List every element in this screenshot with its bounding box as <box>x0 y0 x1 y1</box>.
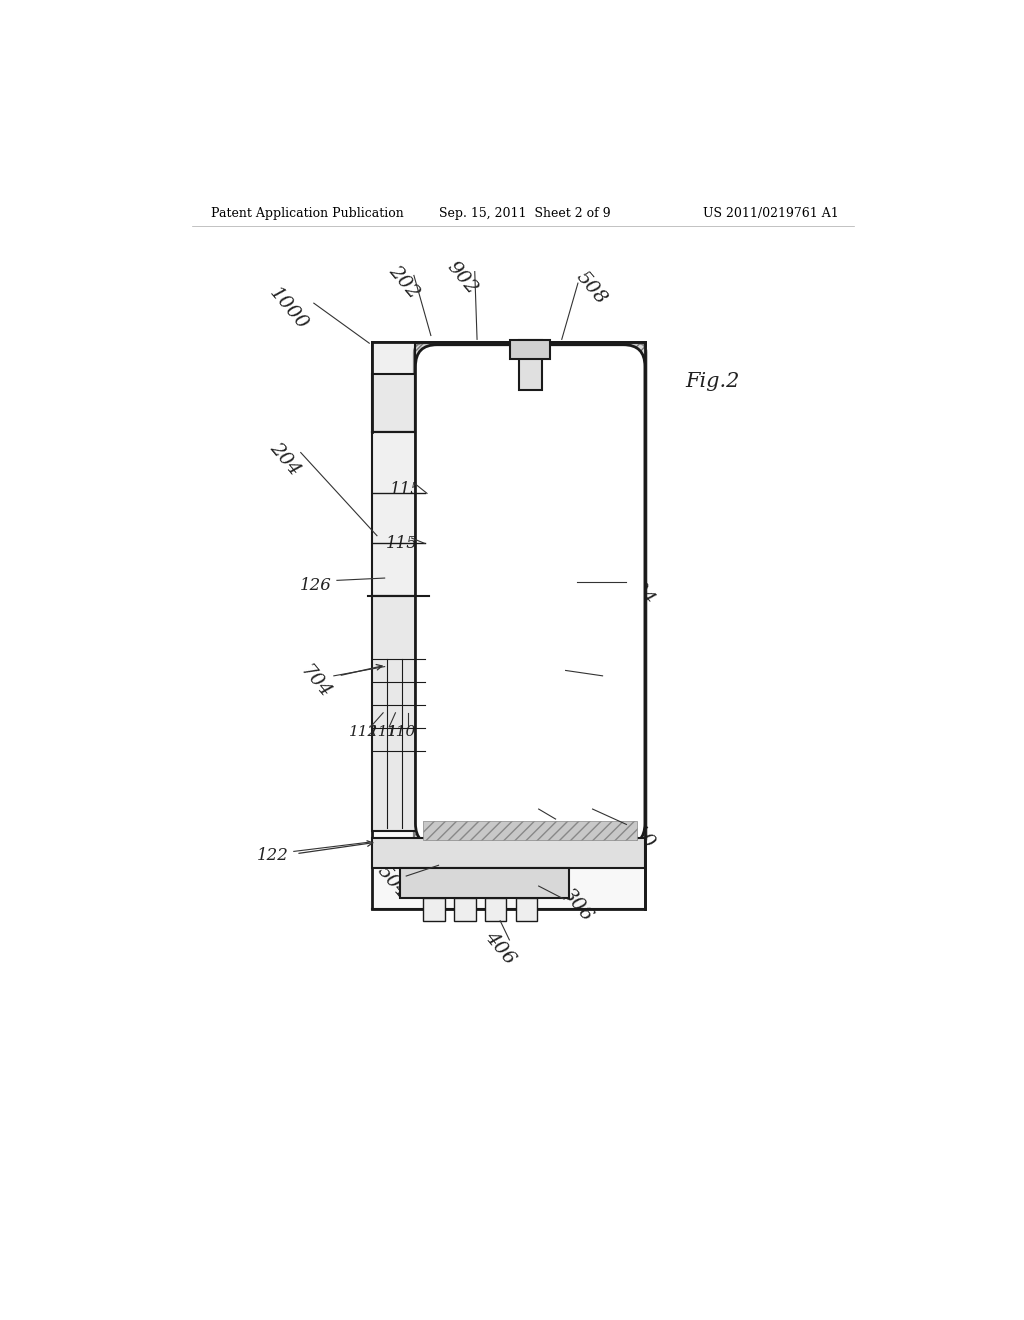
Bar <box>484 898 506 921</box>
Bar <box>372 432 425 595</box>
Bar <box>372 595 425 830</box>
Text: 504: 504 <box>374 862 412 902</box>
Text: 704: 704 <box>297 663 334 702</box>
Text: 902: 902 <box>442 257 480 298</box>
Bar <box>372 342 645 909</box>
Text: 126: 126 <box>299 577 332 594</box>
Text: Sep. 15, 2011  Sheet 2 of 9: Sep. 15, 2011 Sheet 2 of 9 <box>439 207 610 220</box>
Text: 115: 115 <box>390 480 422 498</box>
Text: US 2011/0219761 A1: US 2011/0219761 A1 <box>703 207 839 220</box>
Bar <box>423 898 444 921</box>
Bar <box>400 869 569 898</box>
Bar <box>518 341 542 391</box>
Text: 122: 122 <box>257 846 289 863</box>
Text: Fig.2: Fig.2 <box>685 372 739 391</box>
Text: 1000: 1000 <box>265 284 311 333</box>
Bar <box>372 342 416 432</box>
Text: 110: 110 <box>387 725 416 739</box>
Bar <box>372 837 645 869</box>
Text: 306: 306 <box>558 886 596 925</box>
Text: 125: 125 <box>554 816 586 833</box>
Bar <box>372 374 416 432</box>
Text: 202: 202 <box>385 261 423 301</box>
Bar <box>372 837 645 869</box>
Text: 508: 508 <box>572 268 610 308</box>
Text: 610: 610 <box>620 812 657 853</box>
Text: 112: 112 <box>349 725 379 739</box>
FancyBboxPatch shape <box>416 345 645 845</box>
FancyBboxPatch shape <box>414 343 646 847</box>
Bar <box>423 821 637 840</box>
Text: 704: 704 <box>620 570 657 610</box>
Text: 206: 206 <box>597 663 635 702</box>
Bar <box>515 898 538 921</box>
Text: 115: 115 <box>386 535 418 552</box>
Text: 204: 204 <box>266 438 303 479</box>
Text: 406: 406 <box>481 928 519 968</box>
Bar <box>454 898 475 921</box>
Bar <box>518 341 542 391</box>
Text: Patent Application Publication: Patent Application Publication <box>211 207 404 220</box>
Bar <box>400 869 569 898</box>
Text: 111: 111 <box>369 725 397 739</box>
Bar <box>510 341 550 359</box>
